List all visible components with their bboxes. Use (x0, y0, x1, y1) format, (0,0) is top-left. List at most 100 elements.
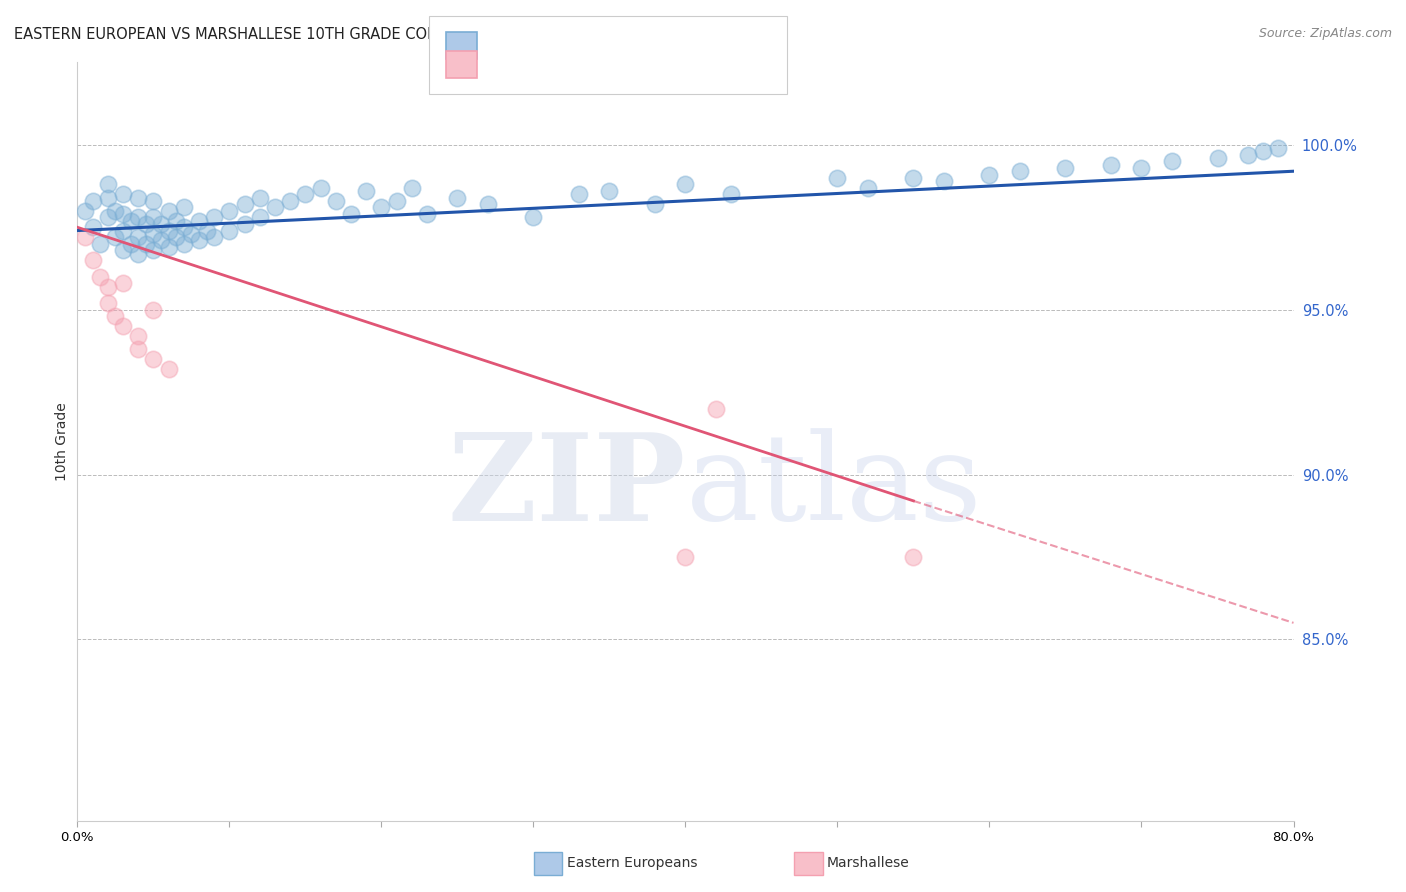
Point (127, 230, 149, 244)
Point (416, 207, 439, 221)
Point (249, 211, 271, 225)
Point (704, 401, 727, 416)
Point (127, 246, 149, 260)
Point (370, 201, 392, 215)
Point (278, 194, 301, 208)
Point (149, 217, 172, 231)
Point (157, 240, 180, 254)
Point (264, 201, 287, 215)
Point (294, 187, 316, 202)
Point (142, 302, 165, 317)
Point (522, 211, 544, 225)
Point (218, 223, 240, 237)
Point (89, 236, 111, 251)
Point (180, 227, 202, 241)
Text: R =  0.498   N = 80: R = 0.498 N = 80 (485, 37, 647, 54)
Point (1054, 161, 1077, 175)
Point (97, 279, 120, 293)
Point (82, 253, 104, 268)
Point (856, 180, 879, 194)
Point (173, 236, 195, 251)
Text: 0.0%: 0.0% (60, 830, 94, 844)
Point (446, 191, 468, 205)
Point (233, 217, 256, 231)
Point (903, 549, 925, 564)
Point (111, 187, 134, 202)
Text: EASTERN EUROPEAN VS MARSHALLESE 10TH GRADE CORRELATION CHART: EASTERN EUROPEAN VS MARSHALLESE 10TH GRA… (14, 27, 564, 42)
Point (82, 220, 104, 235)
Point (202, 230, 225, 244)
Point (135, 217, 157, 231)
Point (73, 203, 96, 218)
Point (401, 180, 423, 194)
Point (233, 197, 256, 211)
Point (325, 194, 347, 208)
Point (979, 168, 1001, 182)
Point (598, 184, 620, 198)
Point (1008, 164, 1031, 178)
Point (142, 211, 165, 225)
Point (142, 227, 165, 241)
Point (354, 184, 377, 198)
Point (644, 197, 666, 211)
Point (903, 170, 925, 185)
Point (104, 230, 127, 244)
Point (1161, 154, 1184, 169)
Point (127, 343, 149, 357)
Y-axis label: 10th Grade: 10th Grade (55, 402, 69, 481)
Text: ZIP: ZIP (447, 428, 686, 546)
Point (1267, 141, 1289, 155)
Text: Marshallese: Marshallese (827, 856, 910, 871)
Point (720, 187, 742, 202)
Point (97, 296, 120, 310)
Point (127, 329, 149, 343)
Point (218, 203, 240, 218)
Point (249, 191, 271, 205)
Point (111, 319, 134, 334)
Point (1099, 158, 1122, 172)
Point (111, 223, 134, 237)
Point (385, 194, 408, 208)
Point (73, 230, 96, 244)
Point (127, 191, 149, 205)
Point (675, 178, 697, 192)
Point (89, 269, 111, 284)
Point (165, 213, 187, 227)
Point (97, 191, 120, 205)
Point (97, 211, 120, 225)
Point (827, 170, 849, 185)
Point (120, 236, 142, 251)
Point (195, 223, 218, 237)
Point (135, 236, 157, 251)
Point (568, 187, 591, 202)
Point (104, 203, 127, 218)
Point (340, 207, 363, 221)
Point (1237, 147, 1260, 161)
Point (932, 174, 955, 188)
Point (188, 234, 211, 248)
Point (188, 213, 211, 227)
Point (82, 194, 104, 208)
Point (173, 220, 195, 235)
Point (142, 352, 165, 367)
Text: atlas: atlas (686, 428, 981, 546)
Point (477, 197, 499, 211)
Point (120, 213, 142, 227)
Point (675, 549, 697, 564)
Point (104, 310, 127, 324)
Point (157, 223, 180, 237)
Point (309, 180, 332, 194)
Point (111, 244, 134, 258)
Point (127, 211, 149, 225)
Point (157, 203, 180, 218)
Text: Eastern Europeans: Eastern Europeans (567, 856, 697, 871)
Text: Source: ZipAtlas.com: Source: ZipAtlas.com (1258, 27, 1392, 40)
Point (111, 277, 134, 291)
Point (1251, 145, 1274, 159)
Point (142, 244, 165, 258)
Point (111, 207, 134, 221)
Point (1130, 161, 1153, 175)
Point (202, 211, 225, 225)
Point (149, 234, 172, 248)
Point (165, 230, 187, 244)
